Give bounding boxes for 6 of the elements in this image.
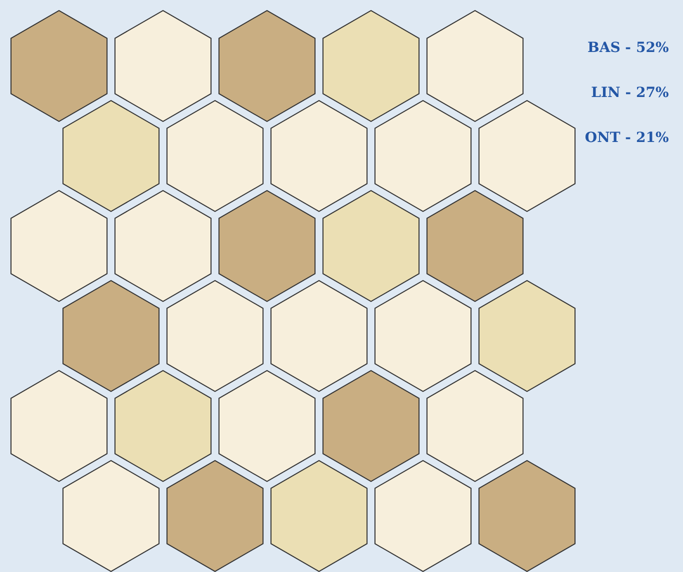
category-label: ONT - [584, 130, 632, 146]
category-label: LIN - [591, 85, 632, 101]
data-label: 21% [636, 130, 669, 146]
data-label: 52% [636, 40, 669, 56]
data-label: 27% [636, 85, 669, 101]
category-label: BAS - [588, 40, 632, 56]
